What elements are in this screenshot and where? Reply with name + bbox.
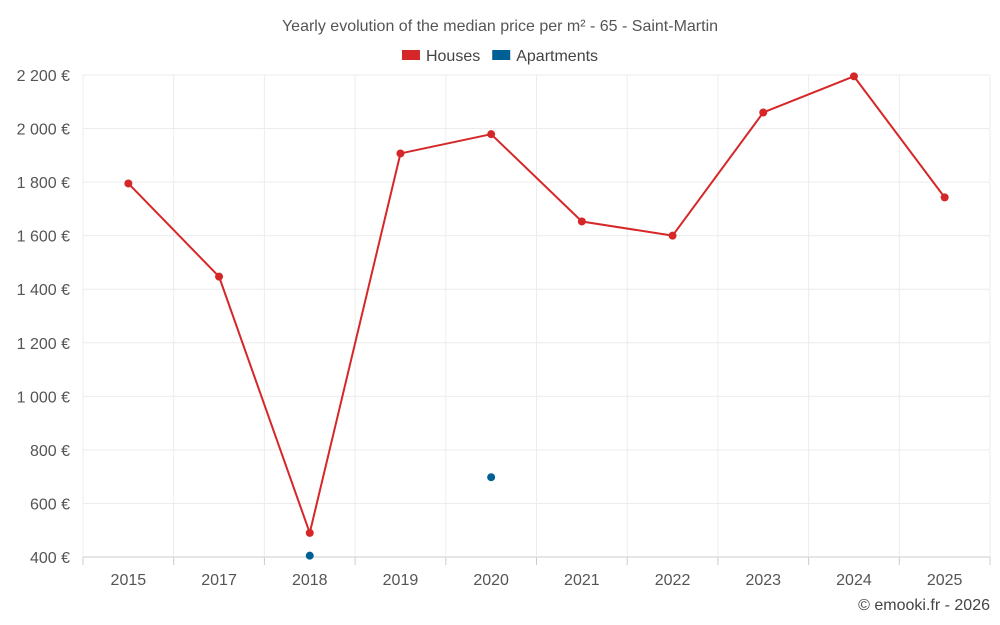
y-tick-label: 1 400 € [17,282,70,299]
y-tick-label: 1 000 € [17,389,70,406]
x-tick-label: 2018 [292,572,328,589]
x-tick-label: 2022 [655,572,691,589]
data-point-houses[interactable] [849,72,858,81]
series-line-houses [127,75,946,534]
legend-swatch-apartments [492,50,511,60]
y-tick-label: 400 € [30,550,70,567]
y-tick-label: 2 000 € [17,122,70,139]
legend-item-apartments[interactable]: Apartments [516,48,598,65]
data-point-houses[interactable] [759,108,768,117]
x-tick-label: 2017 [201,572,237,589]
x-tick-label: 2015 [111,572,147,589]
y-tick-label: 600 € [30,496,70,513]
data-point-houses[interactable] [577,217,586,226]
legend-item-houses[interactable]: Houses [426,48,480,65]
x-tick-label: 2023 [745,572,781,589]
y-tick-label: 1 800 € [17,175,70,192]
credit-text: © emooki.fr - 2026 [858,597,990,614]
x-tick-label: 2020 [473,572,509,589]
data-point-houses[interactable] [124,179,133,188]
data-point-houses[interactable] [215,272,224,281]
x-tick-label: 2025 [927,572,963,589]
x-tick-label: 2019 [383,572,419,589]
y-tick-label: 1 600 € [17,229,70,246]
data-point-apartments[interactable] [487,473,496,482]
data-point-houses[interactable] [940,193,949,202]
y-tick-label: 800 € [30,443,70,460]
y-axis: 400 € 600 € 800 € 1 000 € 1 200 € 1 400 € 1 60… [17,68,70,567]
chart-title: Yearly evolution of the median price per… [282,18,718,35]
series-apartments [305,473,496,560]
data-point-houses[interactable] [305,528,314,537]
x-tick-label: 2021 [564,572,600,589]
data-point-houses[interactable] [487,130,496,139]
data-point-apartments[interactable] [305,551,314,560]
data-point-houses[interactable] [668,231,677,240]
x-axis: 2015 2017 2018 2019 2020 2021 2022 2023 2024 2025 [111,572,963,589]
y-tick-label: 1 200 € [17,336,70,353]
legend: Houses Apartments [401,48,598,65]
legend-swatch-houses [401,50,420,60]
x-tick-label: 2024 [836,572,872,589]
series-houses [124,72,949,537]
series-layer [124,72,949,560]
data-point-houses[interactable] [396,149,405,158]
grid [82,74,991,565]
y-tick-label: 2 200 € [17,68,70,85]
